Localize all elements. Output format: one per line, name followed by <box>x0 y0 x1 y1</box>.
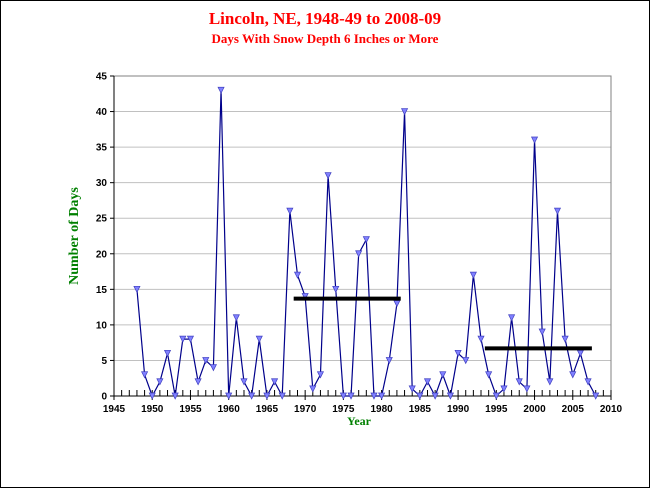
data-point <box>324 172 332 180</box>
data-point <box>385 357 393 365</box>
data-point <box>462 357 470 365</box>
x-tick-label: 1975 <box>332 404 355 415</box>
data-point <box>569 371 577 379</box>
y-tick-label: 40 <box>96 107 108 118</box>
data-point <box>508 314 516 322</box>
data-point <box>148 392 156 400</box>
chart-subtitle: Days With Snow Depth 6 Inches or More <box>212 31 439 46</box>
y-tick-label: 15 <box>96 285 108 296</box>
data-point <box>553 207 562 215</box>
data-point <box>217 86 225 95</box>
data-point <box>477 335 485 343</box>
data-point <box>202 357 210 365</box>
data-point <box>469 271 477 279</box>
data-point <box>332 285 340 294</box>
data-point <box>423 378 432 386</box>
data-point <box>530 136 539 144</box>
data-point <box>209 364 217 372</box>
data-series <box>133 86 600 400</box>
data-point <box>179 335 187 343</box>
data-point <box>538 328 546 336</box>
y-tick-label: 20 <box>96 249 108 260</box>
data-point <box>286 207 294 215</box>
data-point <box>271 378 279 386</box>
x-tick-label: 1965 <box>256 404 279 415</box>
data-point <box>584 378 592 386</box>
data-point <box>141 371 149 379</box>
data-point <box>561 335 569 343</box>
x-tick-label: 1950 <box>141 404 164 415</box>
x-tick-label: 1960 <box>218 404 241 415</box>
data-point <box>156 378 164 386</box>
data-point <box>355 250 363 258</box>
x-tick-label: 1955 <box>179 404 202 415</box>
data-point <box>225 392 233 400</box>
data-point <box>248 392 256 400</box>
data-point <box>492 392 500 400</box>
data-point <box>439 371 447 379</box>
x-tick-label: 1995 <box>485 404 508 415</box>
data-point <box>309 385 317 393</box>
data-point <box>576 349 584 358</box>
data-point <box>293 271 302 279</box>
x-tick-label: 1970 <box>294 404 317 415</box>
data-point <box>408 385 416 393</box>
data-point <box>316 371 325 379</box>
data-point <box>485 371 493 379</box>
data-point <box>592 392 600 400</box>
y-tick-label: 0 <box>101 392 107 403</box>
data-point <box>301 293 309 301</box>
data-point <box>163 349 172 358</box>
data-point <box>232 314 240 322</box>
data-point <box>500 385 508 393</box>
data-point <box>339 392 347 400</box>
y-tick-label: 25 <box>96 214 108 225</box>
y-tick-label: 45 <box>96 72 108 83</box>
data-point <box>240 378 248 386</box>
y-tick-label: 5 <box>101 356 107 367</box>
data-point <box>546 378 554 386</box>
y-tick-label: 35 <box>96 143 108 154</box>
data-point <box>278 392 286 400</box>
x-axis-label: Year <box>347 414 372 428</box>
y-tick-label: 10 <box>96 320 108 331</box>
x-tick-label: 1945 <box>103 404 126 415</box>
data-point <box>515 378 523 386</box>
data-point <box>454 349 462 358</box>
data-point <box>347 392 355 400</box>
x-tick-label: 1990 <box>447 404 470 415</box>
data-point <box>194 378 202 386</box>
data-point <box>133 285 141 294</box>
data-point <box>370 392 378 400</box>
data-point <box>186 335 195 343</box>
data-point <box>393 300 401 308</box>
data-point <box>416 392 424 400</box>
data-point <box>378 392 386 400</box>
axes: 0 5 10 15 20 25 30 35 40 45 1945 1950 1955 1960 1965 19… <box>96 72 623 416</box>
x-tick-label: 2000 <box>523 404 546 415</box>
data-point <box>171 392 179 400</box>
data-point <box>362 236 370 244</box>
chart-title: Lincoln, NE, 1948-49 to 2008-09 <box>209 9 441 28</box>
x-tick-label: 1985 <box>409 404 432 415</box>
data-point <box>263 392 271 400</box>
data-point <box>400 108 409 116</box>
x-tick-label: 1980 <box>370 404 393 415</box>
x-tick-label: 2005 <box>562 404 585 415</box>
average-lines <box>293 296 592 351</box>
y-tick-label: 30 <box>96 178 108 189</box>
data-point <box>446 392 454 400</box>
x-tick-label: 2010 <box>600 404 623 415</box>
data-point <box>431 392 439 400</box>
data-point <box>523 385 531 393</box>
data-point <box>255 335 263 343</box>
y-axis-label: Number of Days <box>67 187 82 285</box>
